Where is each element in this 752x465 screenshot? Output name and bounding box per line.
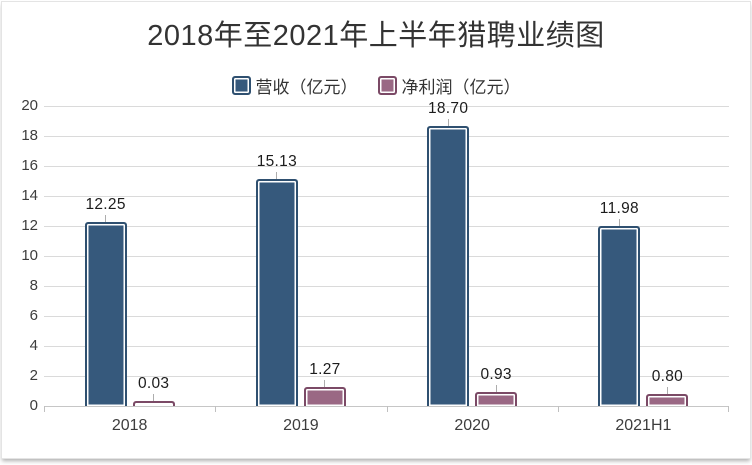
x-axis-tick <box>215 406 216 412</box>
error-whisker <box>276 172 278 184</box>
plot-area: 0 2 4 6 8 10 12 14 16 18 20 2018 12.25 0.03 2019 15.13 1… <box>21 97 729 434</box>
legend-label-net-profit: 净利润（亿元） <box>401 78 521 97</box>
revenue-value-label: 15.13 <box>256 153 298 171</box>
error-whisker <box>105 215 107 227</box>
net-profit-bar <box>132 401 175 406</box>
x-tick-label: 2021H1 <box>615 417 672 434</box>
revenue-bar <box>255 179 298 406</box>
revenue-bar <box>427 125 470 406</box>
error-whisker <box>666 387 668 398</box>
gridline <box>44 105 729 107</box>
error-whisker <box>153 394 155 405</box>
x-axis-tick <box>387 406 388 412</box>
y-tick-label: 6 <box>29 307 38 324</box>
revenue-value-label: 11.98 <box>599 200 639 218</box>
revenue-swatch-icon <box>231 76 251 95</box>
y-tick-label: 12 <box>21 217 38 234</box>
x-tick-label: 2019 <box>283 417 319 434</box>
gridline <box>44 165 729 167</box>
gridline <box>44 375 729 377</box>
error-whisker <box>324 379 326 391</box>
net-profit-bar <box>303 386 346 406</box>
y-tick-label: 8 <box>29 277 38 294</box>
error-whisker <box>495 385 497 397</box>
y-tick-label: 18 <box>21 127 38 144</box>
error-whisker <box>618 219 620 231</box>
x-axis-tick <box>728 406 729 412</box>
gridline <box>44 195 729 197</box>
gridline <box>44 285 729 287</box>
chart-title: 2018年至2021年上半年猎聘业绩图 <box>147 20 605 52</box>
x-tick-label: 2020 <box>454 417 490 434</box>
legend-item-net-profit: 净利润（亿元） <box>377 73 521 98</box>
error-whisker <box>447 118 449 130</box>
y-tick-label: 0 <box>29 397 38 414</box>
revenue-bar <box>84 222 127 406</box>
net-profit-value-label: 0.93 <box>480 366 512 384</box>
y-tick-label: 16 <box>21 157 38 174</box>
net-profit-swatch-icon <box>377 76 397 95</box>
legend: 营收（亿元） 净利润（亿元） <box>2 73 750 98</box>
y-tick-label: 20 <box>21 97 38 114</box>
revenue-value-label: 12.25 <box>85 196 126 214</box>
legend-label-revenue: 营收（亿元） <box>255 78 358 97</box>
net-profit-value-label: 0.03 <box>137 375 170 392</box>
gridline <box>44 345 729 347</box>
x-tick-label: 2018 <box>111 417 148 434</box>
gridline <box>44 135 729 137</box>
net-profit-bar <box>475 392 518 406</box>
y-tick-label: 10 <box>21 247 38 264</box>
y-tick-label: 4 <box>29 337 38 354</box>
gridline <box>44 315 729 317</box>
net-profit-value-label: 0.80 <box>651 368 684 385</box>
y-tick-label: 2 <box>29 367 38 384</box>
revenue-value-label: 18.70 <box>427 99 469 117</box>
net-profit-value-label: 1.27 <box>309 360 341 378</box>
revenue-bar <box>598 226 641 406</box>
y-tick-label: 14 <box>21 187 38 204</box>
gridline <box>44 255 729 257</box>
net-profit-bar <box>646 394 689 406</box>
x-axis-tick <box>44 406 45 412</box>
x-axis-line <box>44 405 729 407</box>
x-axis-tick <box>558 406 559 412</box>
legend-item-revenue: 营收（亿元） <box>231 73 358 98</box>
gridline <box>44 225 729 227</box>
